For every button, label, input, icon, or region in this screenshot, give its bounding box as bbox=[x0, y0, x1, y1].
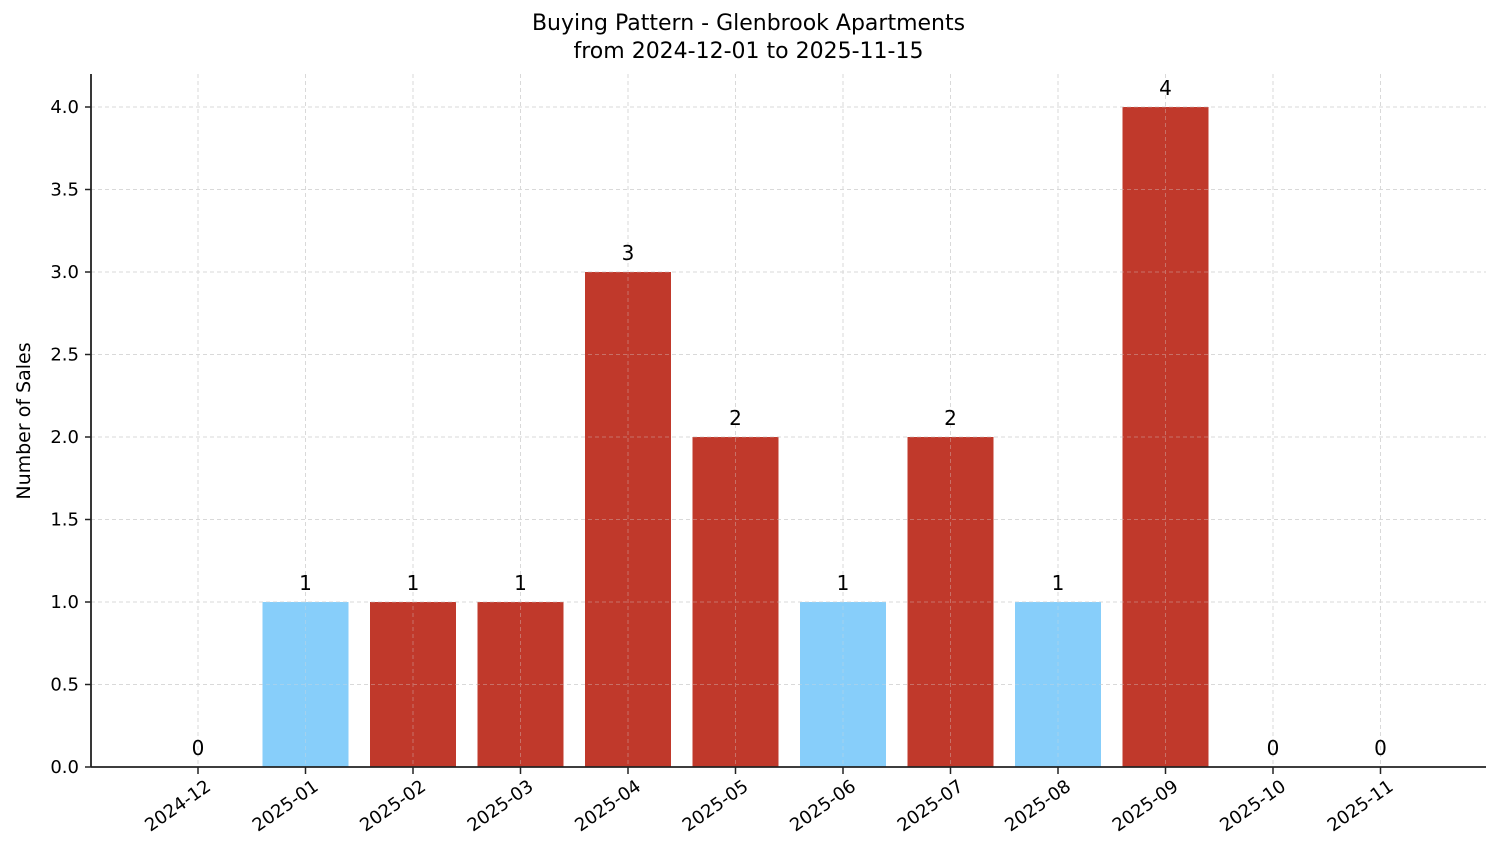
x-tick-label: 2025-02 bbox=[356, 776, 430, 836]
bar-value-label: 3 bbox=[622, 241, 635, 265]
chart-subtitle: from 2024-12-01 to 2025-11-15 bbox=[573, 39, 924, 64]
bar bbox=[1122, 107, 1209, 767]
bar-value-label: 4 bbox=[1159, 76, 1172, 100]
bars bbox=[262, 107, 1209, 767]
bar-value-label: 1 bbox=[837, 571, 850, 595]
y-tick-label: 2.5 bbox=[50, 345, 79, 366]
bar bbox=[262, 602, 349, 767]
x-tick-label: 2025-11 bbox=[1324, 776, 1398, 836]
y-tick-label: 2.0 bbox=[50, 427, 79, 448]
bar bbox=[800, 602, 886, 767]
bar-value-labels: 0 1 1 1 3 2 1 2 1 4 0 0 bbox=[192, 76, 1387, 760]
y-tick-label: 0.5 bbox=[50, 675, 79, 696]
x-tick-label: 2025-01 bbox=[249, 776, 323, 836]
bar-value-label: 1 bbox=[299, 571, 312, 595]
bar bbox=[1015, 602, 1101, 767]
x-tick-label: 2025-03 bbox=[464, 776, 538, 836]
bar bbox=[585, 272, 671, 767]
y-axis-label: Number of Sales bbox=[13, 342, 35, 499]
bar-value-label: 2 bbox=[729, 406, 742, 430]
x-axis-ticks: 2024-12 2025-01 2025-02 2025-03 2025-04 2025-… bbox=[141, 767, 1397, 836]
bar-value-label: 0 bbox=[1374, 736, 1387, 760]
x-tick-label: 2025-09 bbox=[1109, 776, 1183, 836]
bar bbox=[370, 602, 456, 767]
y-tick-label: 3.0 bbox=[50, 262, 79, 283]
x-tick-label: 2025-05 bbox=[679, 776, 753, 836]
x-tick-label: 2025-04 bbox=[571, 776, 645, 836]
y-tick-label: 4.0 bbox=[50, 97, 79, 118]
y-tick-label: 0.0 bbox=[50, 757, 79, 778]
chart-title: Buying Pattern - Glenbrook Apartments bbox=[531, 11, 966, 36]
y-tick-label: 1.5 bbox=[50, 510, 79, 531]
x-tick-label: 2025-10 bbox=[1216, 776, 1290, 836]
bar bbox=[692, 437, 779, 767]
x-tick-label: 2025-06 bbox=[786, 776, 860, 836]
y-axis-ticks: 0.0 0.5 1.0 1.5 2.0 2.5 3.0 3.5 4.0 bbox=[50, 97, 91, 778]
bar-value-label: 0 bbox=[1267, 736, 1280, 760]
bar bbox=[477, 602, 564, 767]
x-tick-label: 2024-12 bbox=[141, 776, 215, 836]
x-tick-label: 2025-08 bbox=[1001, 776, 1075, 836]
x-tick-label: 2025-07 bbox=[894, 776, 968, 836]
bar-value-label: 2 bbox=[944, 406, 957, 430]
bar-value-label: 1 bbox=[1052, 571, 1065, 595]
bar-value-label: 0 bbox=[192, 736, 205, 760]
y-tick-label: 3.5 bbox=[50, 180, 79, 201]
bar-value-label: 1 bbox=[407, 571, 420, 595]
bar bbox=[907, 437, 994, 767]
bar-value-label: 1 bbox=[514, 571, 527, 595]
y-tick-label: 1.0 bbox=[50, 592, 79, 613]
grid-overlay bbox=[91, 74, 1486, 768]
